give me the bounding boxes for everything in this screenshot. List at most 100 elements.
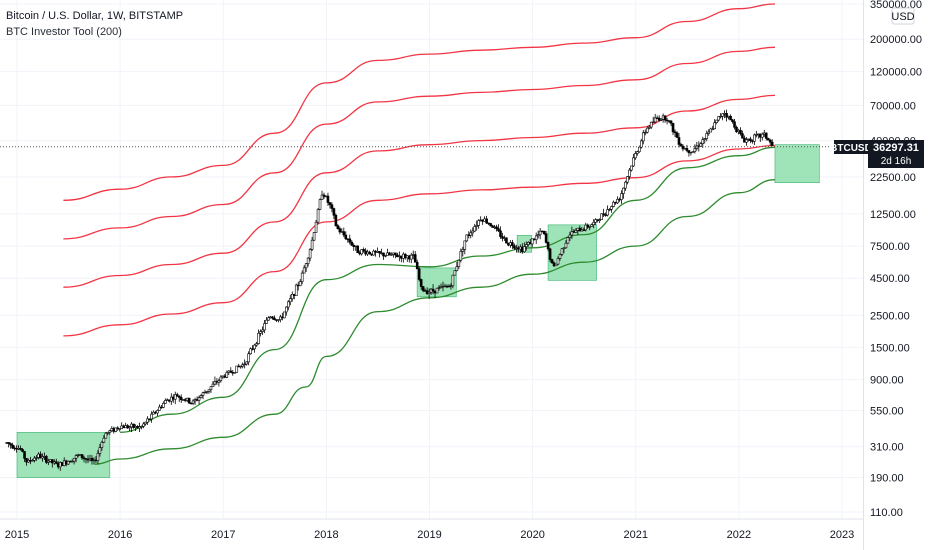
time-axis[interactable]: 2015 2016 2017 2018 2019 2020 2021 2022 2023 [5, 529, 854, 541]
candle-body [294, 284, 298, 297]
price-axis-label: 22500.00 [870, 172, 916, 184]
candle-body [612, 201, 615, 207]
candle-body [7, 442, 10, 444]
time-axis-label: 2015 [5, 529, 29, 541]
candle-body [721, 113, 724, 117]
candle-body [643, 131, 647, 134]
candle-body [626, 176, 629, 183]
candle-body [634, 153, 637, 159]
candle-body [45, 456, 48, 463]
candle-body [334, 214, 338, 226]
candle-body [641, 132, 645, 142]
candle-body [177, 396, 181, 398]
candle-body [54, 461, 58, 464]
candle-body [741, 133, 744, 139]
indicator-legend[interactable]: BTC Investor Tool (200) [6, 26, 122, 38]
candle-body [453, 270, 457, 276]
candle-body [158, 406, 161, 411]
highlight-zone [774, 144, 820, 184]
candle-body [610, 206, 613, 210]
candle-body [770, 141, 774, 146]
candle-body [205, 391, 209, 393]
candle-body [283, 311, 286, 319]
candle-body [489, 223, 492, 227]
price-axis-label: 310.00 [870, 442, 904, 454]
time-axis-label: 2016 [108, 529, 132, 541]
candle-body [225, 372, 229, 378]
candle-body [257, 333, 260, 344]
candle-body [285, 306, 288, 313]
candle-body [568, 234, 572, 238]
candle-body [348, 238, 352, 243]
candle-body [562, 247, 566, 250]
price-axis-label: 190.00 [870, 473, 904, 485]
candle-body [622, 187, 625, 194]
candle-body [524, 244, 528, 247]
candle-body [288, 298, 292, 303]
candle-body [128, 426, 131, 429]
currency-label: USD [891, 11, 914, 23]
candle-body [691, 151, 695, 153]
candle-body [620, 193, 623, 200]
candle-body [310, 239, 314, 250]
candle-body [102, 437, 106, 443]
candle-body [378, 250, 381, 254]
candle-body [636, 151, 639, 154]
candle-body [247, 353, 250, 363]
candle-body [745, 139, 748, 143]
candle-body [11, 444, 14, 449]
candle-body [144, 421, 147, 425]
candle-body [318, 199, 322, 210]
candle-body [469, 232, 473, 236]
candle-body [350, 241, 354, 246]
candle-body [659, 119, 663, 121]
candle-body [499, 230, 502, 237]
candle-body [616, 198, 619, 204]
candle-body [645, 127, 649, 133]
candle-body [715, 119, 718, 123]
candle-body [372, 250, 375, 256]
candle-body [360, 249, 363, 255]
candle-body [649, 121, 653, 128]
candle-body [415, 261, 419, 270]
time-axis-label: 2022 [727, 529, 751, 541]
candle-body [150, 413, 153, 420]
candle-body [70, 460, 74, 463]
price-axis[interactable]: 350000.00200000.00120000.0070000.0040000… [870, 0, 922, 519]
symbol-label: BTCUSD [830, 143, 872, 154]
candle-body [725, 113, 728, 118]
candle-body [336, 225, 340, 229]
candle-body [235, 365, 239, 373]
candle-body [548, 248, 552, 260]
price-axis-label: 110.00 [870, 507, 903, 519]
candle-body [717, 116, 720, 121]
candle-body [108, 430, 112, 433]
price-axis-separator [863, 0, 864, 550]
candle-body [600, 213, 603, 220]
candle-body [566, 237, 570, 244]
candle-body [304, 263, 308, 269]
price-axis-label: 1500.00 [870, 342, 910, 354]
candle-body [766, 138, 770, 141]
candle-body [461, 249, 465, 252]
candle-body [511, 242, 514, 247]
candle-body [328, 202, 332, 206]
candle-body [731, 119, 734, 122]
candle-body [82, 457, 86, 459]
candle-body [687, 150, 691, 153]
price-axis-label: 70000.00 [870, 100, 916, 112]
candle-body [98, 447, 102, 454]
candle-body [207, 389, 211, 392]
candle-body [80, 454, 84, 459]
candle-body [243, 363, 246, 366]
candle-body [709, 128, 713, 133]
candle-body [302, 267, 306, 274]
currency-button[interactable]: USD [891, 7, 915, 25]
candle-body [368, 251, 371, 255]
red-band-line [63, 3, 776, 201]
candle-body [505, 237, 508, 244]
candle-body [455, 266, 459, 271]
candle-body [598, 219, 601, 221]
candle-body [473, 226, 477, 232]
